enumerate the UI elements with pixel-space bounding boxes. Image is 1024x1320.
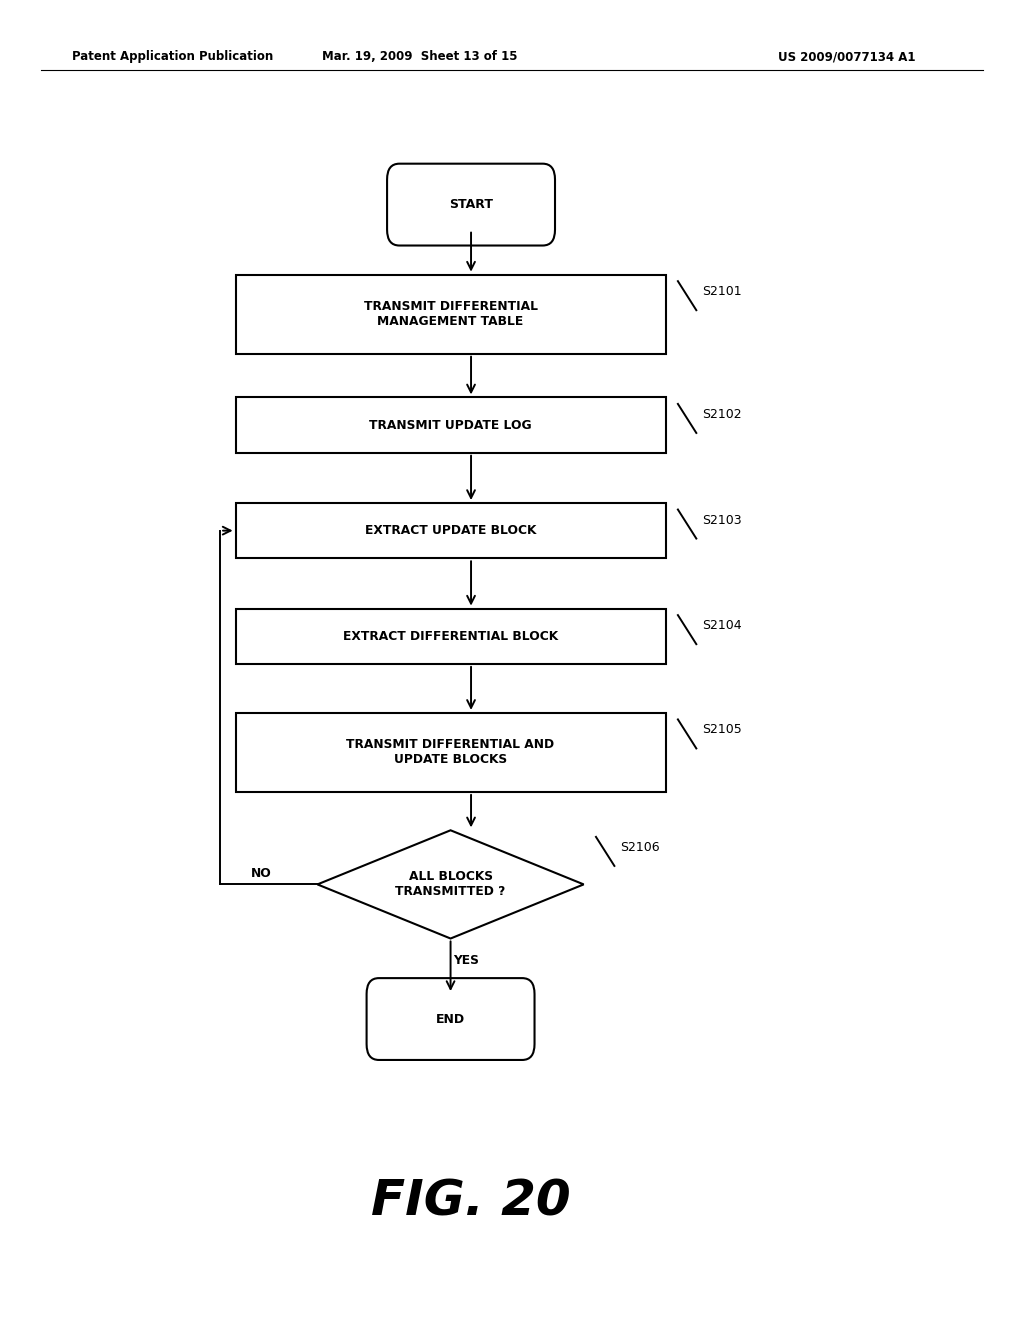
Text: ALL BLOCKS
TRANSMITTED ?: ALL BLOCKS TRANSMITTED ?: [395, 870, 506, 899]
FancyBboxPatch shape: [367, 978, 535, 1060]
Bar: [236, 275, 666, 354]
Text: S2103: S2103: [702, 513, 742, 527]
Text: S2106: S2106: [621, 841, 660, 854]
Text: YES: YES: [453, 954, 479, 968]
FancyBboxPatch shape: [387, 164, 555, 246]
Polygon shape: [317, 830, 584, 939]
Text: US 2009/0077134 A1: US 2009/0077134 A1: [778, 50, 915, 63]
Text: FIG. 20: FIG. 20: [372, 1177, 570, 1225]
Text: EXTRACT UPDATE BLOCK: EXTRACT UPDATE BLOCK: [365, 524, 537, 537]
Text: TRANSMIT DIFFERENTIAL
MANAGEMENT TABLE: TRANSMIT DIFFERENTIAL MANAGEMENT TABLE: [364, 300, 538, 329]
Bar: [236, 397, 666, 453]
Bar: [236, 609, 666, 664]
Text: NO: NO: [251, 867, 271, 880]
Text: S2105: S2105: [702, 723, 742, 737]
Text: S2104: S2104: [702, 619, 742, 632]
Bar: [236, 713, 666, 792]
Text: Mar. 19, 2009  Sheet 13 of 15: Mar. 19, 2009 Sheet 13 of 15: [323, 50, 517, 63]
Text: END: END: [436, 1012, 465, 1026]
Text: EXTRACT DIFFERENTIAL BLOCK: EXTRACT DIFFERENTIAL BLOCK: [343, 630, 558, 643]
Text: START: START: [450, 198, 493, 211]
Text: S2102: S2102: [702, 408, 742, 421]
Text: Patent Application Publication: Patent Application Publication: [72, 50, 273, 63]
Text: S2101: S2101: [702, 285, 742, 298]
Text: TRANSMIT UPDATE LOG: TRANSMIT UPDATE LOG: [370, 418, 531, 432]
Text: TRANSMIT DIFFERENTIAL AND
UPDATE BLOCKS: TRANSMIT DIFFERENTIAL AND UPDATE BLOCKS: [346, 738, 555, 767]
Bar: [236, 503, 666, 558]
